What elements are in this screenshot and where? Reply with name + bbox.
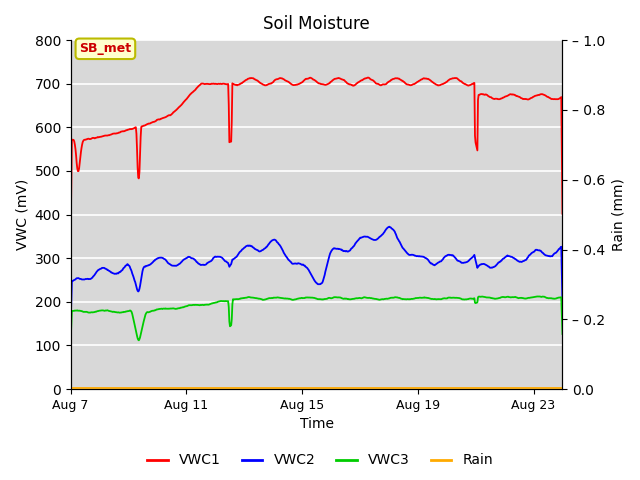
X-axis label: Time: Time — [300, 418, 333, 432]
Legend: VWC1, VWC2, VWC3, Rain: VWC1, VWC2, VWC3, Rain — [141, 448, 499, 473]
Title: Soil Moisture: Soil Moisture — [263, 15, 370, 33]
Y-axis label: VWC (mV): VWC (mV) — [15, 179, 29, 250]
Y-axis label: Rain (mm): Rain (mm) — [611, 178, 625, 251]
Text: SB_met: SB_met — [79, 42, 131, 55]
